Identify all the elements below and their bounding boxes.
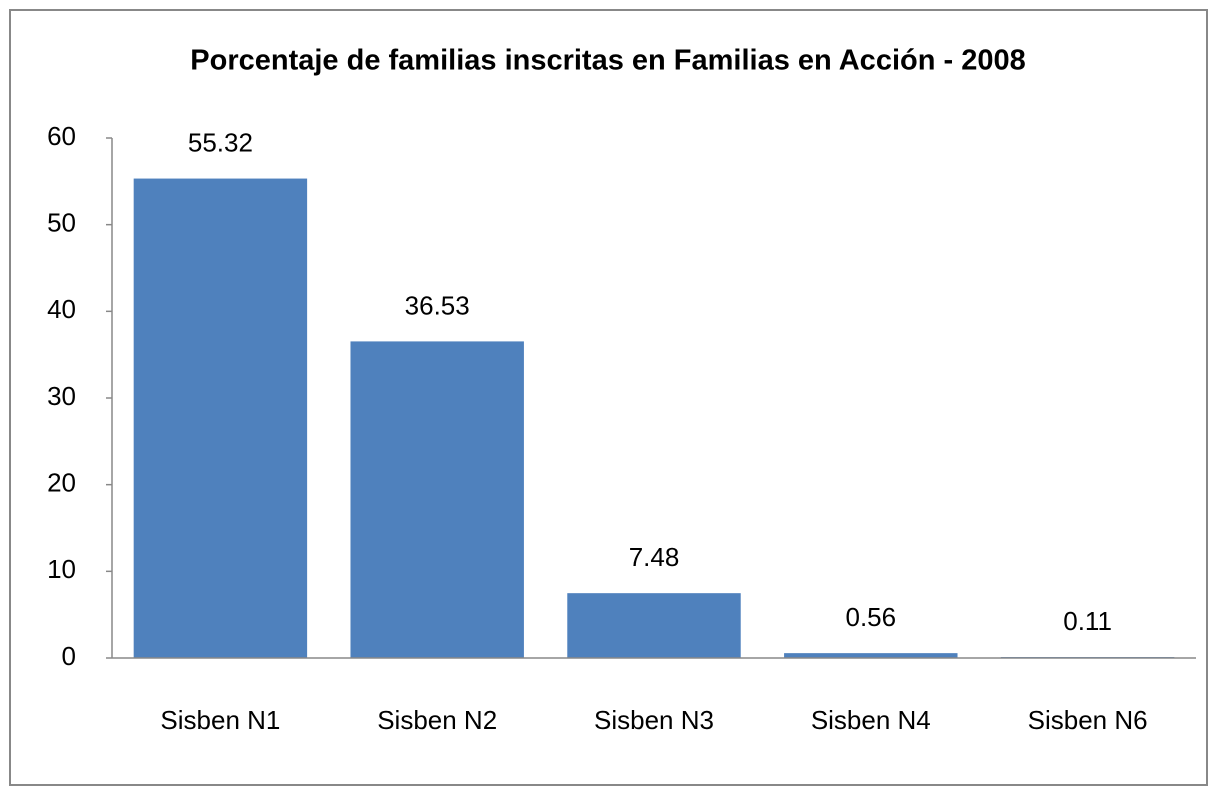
x-tick-label: Sisben N3 xyxy=(594,705,714,735)
y-tick-label: 50 xyxy=(47,208,76,238)
bar xyxy=(133,178,308,658)
x-tick-label: Sisben N1 xyxy=(160,705,280,735)
x-tick-label: Sisben N4 xyxy=(811,705,931,735)
bar xyxy=(350,341,524,658)
data-label: 36.53 xyxy=(405,290,470,320)
data-label: 7.48 xyxy=(629,542,680,572)
bar xyxy=(567,593,741,658)
y-tick-label: 20 xyxy=(47,468,76,498)
data-label: 0.11 xyxy=(1063,606,1112,636)
y-tick-label: 0 xyxy=(62,641,76,671)
data-label: 0.56 xyxy=(845,602,896,632)
data-label: 55.32 xyxy=(188,127,253,157)
y-tick-label: 40 xyxy=(47,294,76,324)
y-tick-label: 10 xyxy=(47,554,76,584)
bar xyxy=(784,653,958,658)
x-tick-label: Sisben N6 xyxy=(1028,705,1148,735)
x-tick-label: Sisben N2 xyxy=(377,705,497,735)
chart-title: Porcentaje de familias inscritas en Fami… xyxy=(190,45,1025,77)
y-tick-label: 60 xyxy=(47,121,76,151)
y-tick-label: 30 xyxy=(47,381,76,411)
